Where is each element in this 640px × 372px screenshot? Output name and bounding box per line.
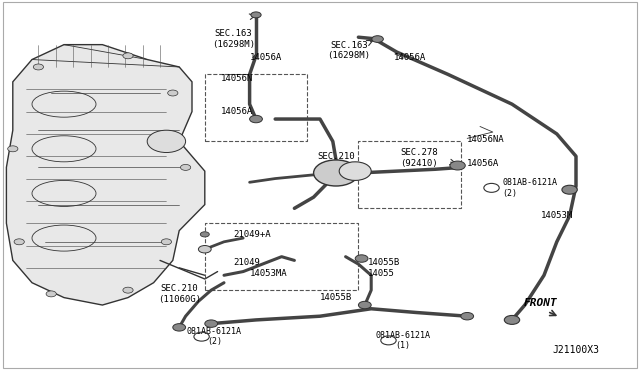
Text: 14055B: 14055B xyxy=(320,293,352,302)
Circle shape xyxy=(161,239,172,245)
Text: J21100X3: J21100X3 xyxy=(552,345,600,355)
Circle shape xyxy=(372,36,383,42)
Circle shape xyxy=(250,115,262,123)
Text: FRONT: FRONT xyxy=(524,298,557,308)
Text: 14056A: 14056A xyxy=(394,53,426,62)
Circle shape xyxy=(355,255,368,262)
Text: 14056A: 14056A xyxy=(221,107,253,116)
Circle shape xyxy=(339,162,371,180)
Text: 081AB-6121A
(1): 081AB-6121A (1) xyxy=(376,331,431,350)
Circle shape xyxy=(123,53,133,59)
Text: SEC.210
(11060G): SEC.210 (11060G) xyxy=(157,284,201,304)
Text: SEC.278
(92410): SEC.278 (92410) xyxy=(401,148,438,168)
Circle shape xyxy=(180,164,191,170)
Circle shape xyxy=(147,130,186,153)
Text: 081AB-6121A
(2): 081AB-6121A (2) xyxy=(502,178,557,198)
Text: 14055: 14055 xyxy=(368,269,395,278)
Circle shape xyxy=(450,161,465,170)
Circle shape xyxy=(504,315,520,324)
Text: 14056A: 14056A xyxy=(250,53,282,62)
Circle shape xyxy=(461,312,474,320)
Text: 14055B: 14055B xyxy=(368,258,400,267)
Text: 14056A: 14056A xyxy=(467,159,499,168)
Text: SEC.210
(11060): SEC.210 (11060) xyxy=(317,152,355,171)
Circle shape xyxy=(205,320,218,327)
Text: 21049+A: 21049+A xyxy=(234,230,271,239)
Circle shape xyxy=(200,232,209,237)
Circle shape xyxy=(46,291,56,297)
Text: 081AB-6121A
(2): 081AB-6121A (2) xyxy=(187,327,242,346)
Circle shape xyxy=(33,64,44,70)
Circle shape xyxy=(173,324,186,331)
Text: 14053M: 14053M xyxy=(541,211,573,220)
Text: SEC.163
(16298M): SEC.163 (16298M) xyxy=(212,29,255,49)
Polygon shape xyxy=(6,45,205,305)
Circle shape xyxy=(251,12,261,18)
Circle shape xyxy=(198,246,211,253)
Text: 14056N: 14056N xyxy=(221,74,253,83)
Circle shape xyxy=(314,160,358,186)
Text: 14053MA: 14053MA xyxy=(250,269,287,278)
Circle shape xyxy=(123,287,133,293)
Circle shape xyxy=(8,146,18,152)
Circle shape xyxy=(358,301,371,309)
Circle shape xyxy=(14,239,24,245)
Circle shape xyxy=(562,185,577,194)
Circle shape xyxy=(168,90,178,96)
Text: SEC.163
(16298M): SEC.163 (16298M) xyxy=(327,41,371,60)
Text: 21049: 21049 xyxy=(234,258,260,267)
Text: 14056NA: 14056NA xyxy=(467,135,505,144)
